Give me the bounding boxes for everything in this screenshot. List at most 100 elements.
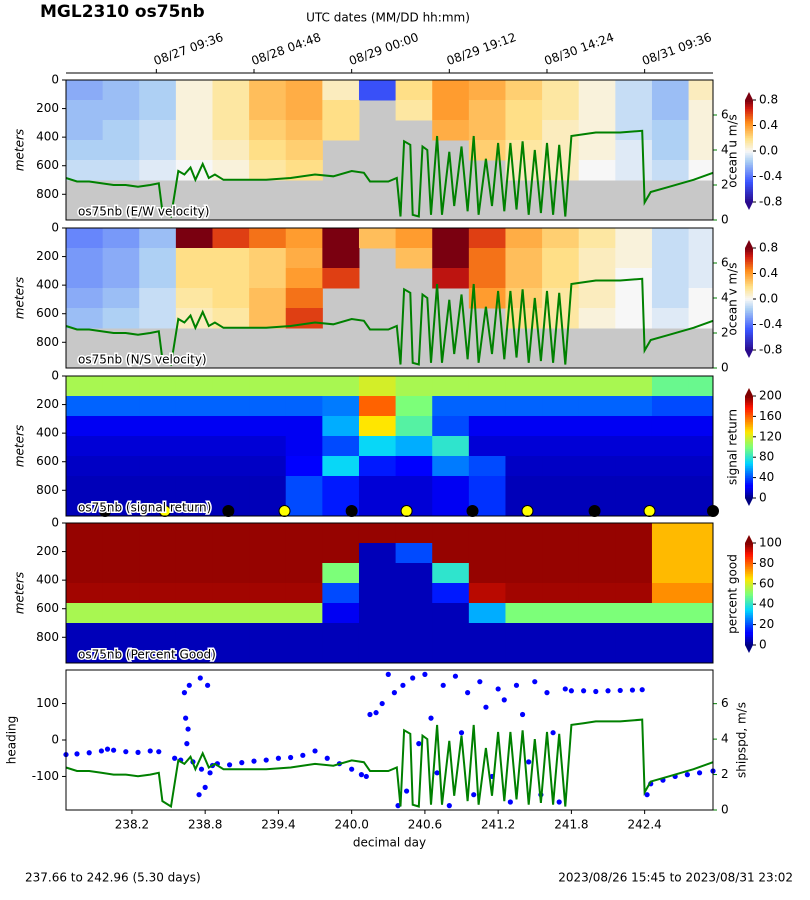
heatmap-cell <box>542 80 580 101</box>
colorbar-swatch <box>745 111 753 114</box>
colorbar-swatch <box>745 633 753 636</box>
heatmap-cell <box>175 416 213 437</box>
colorbar-swatch <box>745 436 753 439</box>
colorbar-swatch <box>745 147 753 150</box>
heatmap-cell <box>615 563 653 584</box>
shipspd-line <box>65 129 714 219</box>
heading-point <box>513 682 520 688</box>
colorbar-swatch <box>745 290 753 293</box>
colorbar-swatch <box>745 154 753 157</box>
colorbar-swatch <box>745 101 753 104</box>
colorbar-swatch <box>745 585 753 588</box>
heatmap-cell <box>66 396 104 417</box>
y-axis-label: meters <box>13 277 27 319</box>
heatmap-cell <box>542 248 580 269</box>
heatmap-cell <box>322 543 360 564</box>
heatmap-cell <box>395 376 433 397</box>
panel-label: os75nb (N/S velocity) <box>78 353 207 367</box>
colorbar-swatch <box>745 464 753 467</box>
heatmap-cell <box>505 268 543 289</box>
heatmap-cell <box>651 100 690 121</box>
heatmap-cell <box>175 228 213 249</box>
colorbar-swatch <box>745 256 753 259</box>
colorbar-swatch <box>745 115 753 118</box>
colorbar-swatch <box>745 249 753 252</box>
heatmap-cell <box>542 563 580 584</box>
colorbar-swatch <box>745 546 753 549</box>
colorbar-swatch <box>745 190 753 193</box>
heatmap-cell <box>249 120 287 141</box>
colorbar-swatch <box>745 338 753 341</box>
heatmap-cell <box>615 396 653 417</box>
colorbar-swatch <box>745 477 753 480</box>
y-tick-label: 0 <box>51 369 59 383</box>
heatmap-cell <box>249 268 287 289</box>
heatmap-cell <box>615 583 653 604</box>
colorbar-extend <box>745 645 753 653</box>
colorbar-swatch <box>745 329 753 332</box>
colorbar-swatch <box>745 404 753 407</box>
heatmap-cell <box>542 603 580 624</box>
colorbar-swatch <box>745 641 753 644</box>
heatmap-cell <box>175 543 213 564</box>
heatmap-cell <box>578 583 616 604</box>
colorbar-swatch <box>745 195 753 198</box>
colorbar-swatch <box>745 558 753 561</box>
colorbar-swatch <box>745 331 753 334</box>
heatmap-cell <box>175 100 213 121</box>
heading-point <box>593 688 599 695</box>
colorbar-swatch <box>745 348 753 351</box>
colorbar-label: ocean u m/s <box>726 114 740 188</box>
heatmap-cell <box>542 100 580 121</box>
heading-point <box>181 690 188 696</box>
heatmap-cell <box>395 583 433 604</box>
heatmap-cell <box>505 583 543 604</box>
colorbar-swatch <box>745 186 753 189</box>
y2-tick-label: 6 <box>721 696 729 710</box>
colorbar-swatch <box>745 634 753 637</box>
figure-title: MGL2310 os75nb <box>40 2 205 22</box>
colorbar-swatch <box>745 443 753 446</box>
heading-point <box>358 772 365 778</box>
footer-right: 2023/08/26 15:45 to 2023/08/31 23:02 <box>558 871 793 885</box>
heatmap-cell <box>578 248 616 269</box>
heatmap-cell <box>615 160 653 181</box>
colorbar-tick-label: 0 <box>759 491 767 505</box>
y-tick-label: 400 <box>36 130 59 144</box>
heatmap-cell <box>432 248 470 269</box>
colorbar-swatch <box>745 575 753 578</box>
heading-point <box>363 773 369 780</box>
colorbar-extend <box>745 202 753 210</box>
heatmap-cell <box>358 543 397 564</box>
y-tick-label: 400 <box>36 278 59 292</box>
heading-point <box>581 688 587 694</box>
colorbar-tick-label: 0.4 <box>759 266 778 280</box>
heatmap-cell <box>322 563 360 584</box>
y-axis-label: meters <box>13 425 27 467</box>
heatmap-cell <box>615 120 653 141</box>
heatmap-cell <box>505 436 543 457</box>
heatmap-cell <box>505 523 543 544</box>
heatmap-cell <box>615 376 653 397</box>
colorbar-swatch <box>745 169 753 172</box>
heatmap-cell <box>505 80 543 101</box>
heatmap-cell <box>285 603 323 624</box>
colorbar-swatch <box>745 322 753 325</box>
colorbar-swatch <box>745 344 753 347</box>
heatmap-cell <box>358 523 397 544</box>
heatmap-cell <box>542 376 580 397</box>
heatmap-cell <box>615 543 653 564</box>
heatmap-cell <box>212 456 250 477</box>
heading-point <box>465 690 471 696</box>
y2-tick-label: 0 <box>721 803 729 817</box>
heatmap-cell <box>175 583 213 604</box>
heading-point <box>288 754 294 761</box>
heatmap-cell <box>285 248 323 269</box>
heatmap-cell <box>542 436 580 457</box>
colorbar-extend <box>745 92 753 100</box>
heatmap-cell <box>651 376 690 397</box>
heatmap-cell <box>651 623 690 664</box>
colorbar-swatch <box>745 587 753 590</box>
x-axis-label: decimal day <box>353 836 426 850</box>
heatmap-cell <box>212 583 250 604</box>
